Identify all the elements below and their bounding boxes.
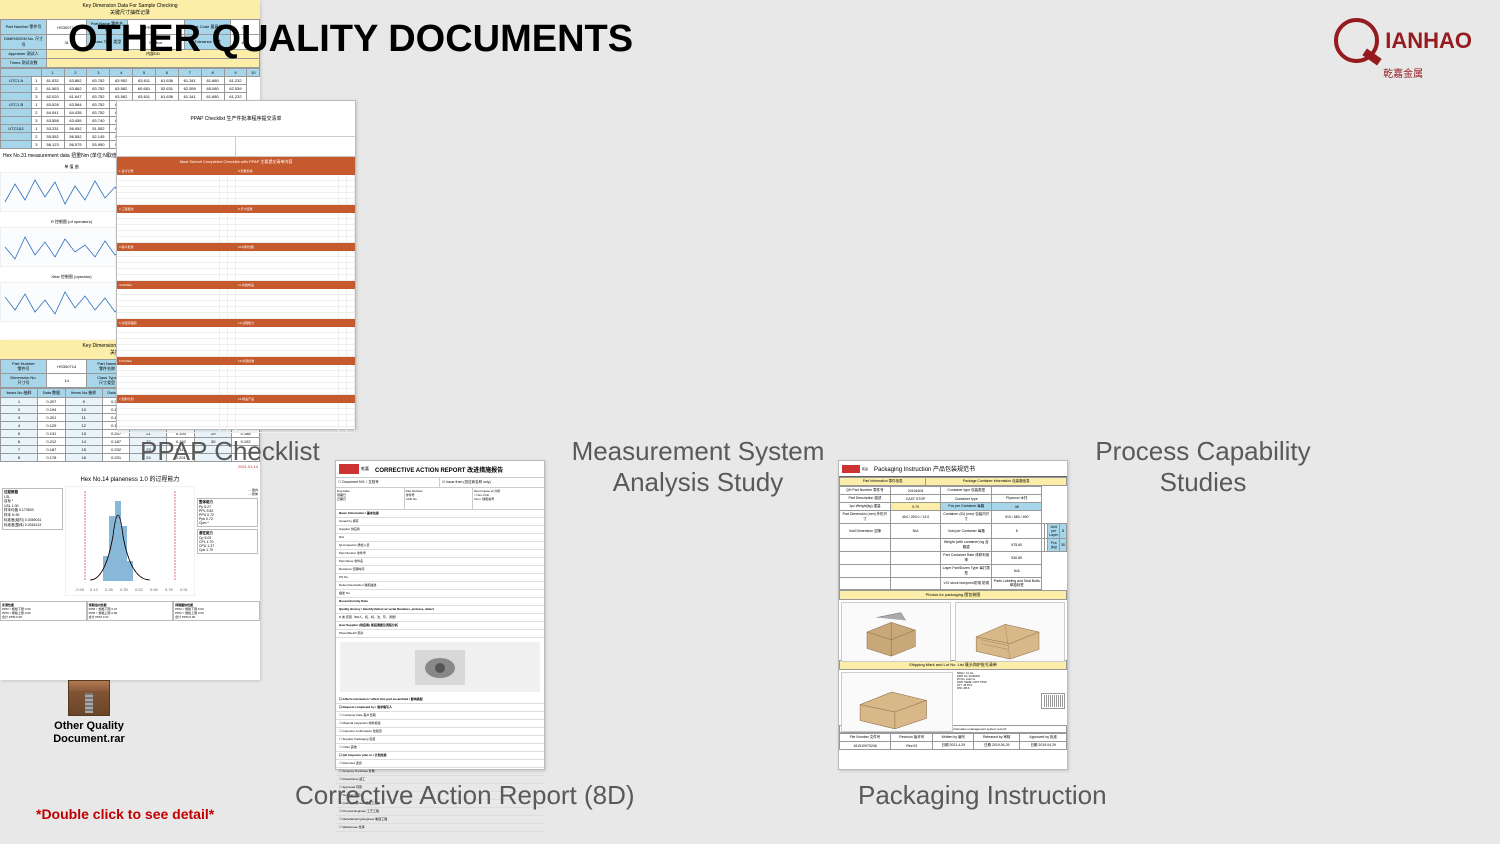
pkg-photo-2 <box>955 602 1065 662</box>
pkg-logo-icon <box>842 465 860 473</box>
pkg-rows-table: QH Part Number 零件号20191604Container type… <box>839 486 1067 590</box>
svg-text:0.65: 0.65 <box>150 587 159 592</box>
svg-text:0.91: 0.91 <box>180 587 189 592</box>
ppap-checklist-thumbnail[interactable]: PPAP Checklist 生产件批准程序提交清单 Must Submit C… <box>116 100 356 430</box>
ppap-header: PPAP Checklist 生产件批准程序提交清单 <box>117 101 355 137</box>
svg-text:0.28: 0.28 <box>105 587 114 592</box>
pkg-label: Packaging Instruction <box>858 780 1107 811</box>
archive-file[interactable]: Other Quality Document.rar <box>44 680 134 746</box>
pkg-info-table: Part Information 零件信息Package Container I… <box>839 477 1067 486</box>
svg-text:0.78: 0.78 <box>165 587 174 592</box>
pkg-thumbnail[interactable]: 乾嘉 Packaging Instruction 产品包装规范书 Part In… <box>838 460 1068 770</box>
car-photo-placeholder <box>340 642 540 692</box>
svg-text:0.13: 0.13 <box>90 587 99 592</box>
rar-archive-icon <box>68 680 110 716</box>
footnote: *Double click to see detail* <box>36 806 214 822</box>
pcs-chart-title: Hex No.14 planeness 1.0 的过程能力 <box>0 471 260 486</box>
svg-text:0.52: 0.52 <box>135 587 144 592</box>
logo-subtitle: 乾嘉金属 <box>1383 65 1423 80</box>
pkg-photo-1 <box>841 602 951 662</box>
car-header: 乾嘉 CORRECTIVE ACTION REPORT 改进措施报告 <box>336 461 544 478</box>
pkg-header: 乾嘉 Packaging Instruction 产品包装规范书 <box>839 461 1067 477</box>
svg-text:-0.09: -0.09 <box>75 587 85 592</box>
msa-label: Measurement System Analysis Study <box>568 436 828 498</box>
pkg-shipping-mark: SPEC / L/L.No. PART No: 20191604 PO No: … <box>955 670 1067 725</box>
brand-logo: IANHAO 乾嘉金属 <box>1334 18 1472 80</box>
logo-q-icon <box>1334 18 1379 63</box>
ppap-red-bar: Must Submit Completed Checklist with PPA… <box>117 157 355 167</box>
car-logo-icon <box>339 464 359 474</box>
archive-label: Other Quality Document.rar <box>53 720 125 746</box>
bell-curve-chart: -0.09 0.13 0.28 0.39 0.52 0.65 0.78 0.91 <box>65 486 195 596</box>
logo-text: IANHAO <box>1385 28 1472 54</box>
pkg-photo-3 <box>841 672 953 732</box>
pkg-footer-table: File Number 文件号 Revision 版本号 Written by … <box>839 733 1067 750</box>
car-label: Corrective Action Report (8D) <box>295 780 635 811</box>
car-thumbnail[interactable]: 乾嘉 CORRECTIVE ACTION REPORT 改进措施报告 ☐ Doc… <box>335 460 545 770</box>
svg-text:0.39: 0.39 <box>120 587 129 592</box>
msa-title: Key Dimension Data For Sample Checking 关… <box>0 0 260 19</box>
page-title: OTHER QUALITY DOCUMENTS <box>68 18 633 61</box>
pcs-label: Process Capability Studies <box>1073 436 1333 498</box>
ppap-label: PPAP Checklist <box>140 436 320 467</box>
